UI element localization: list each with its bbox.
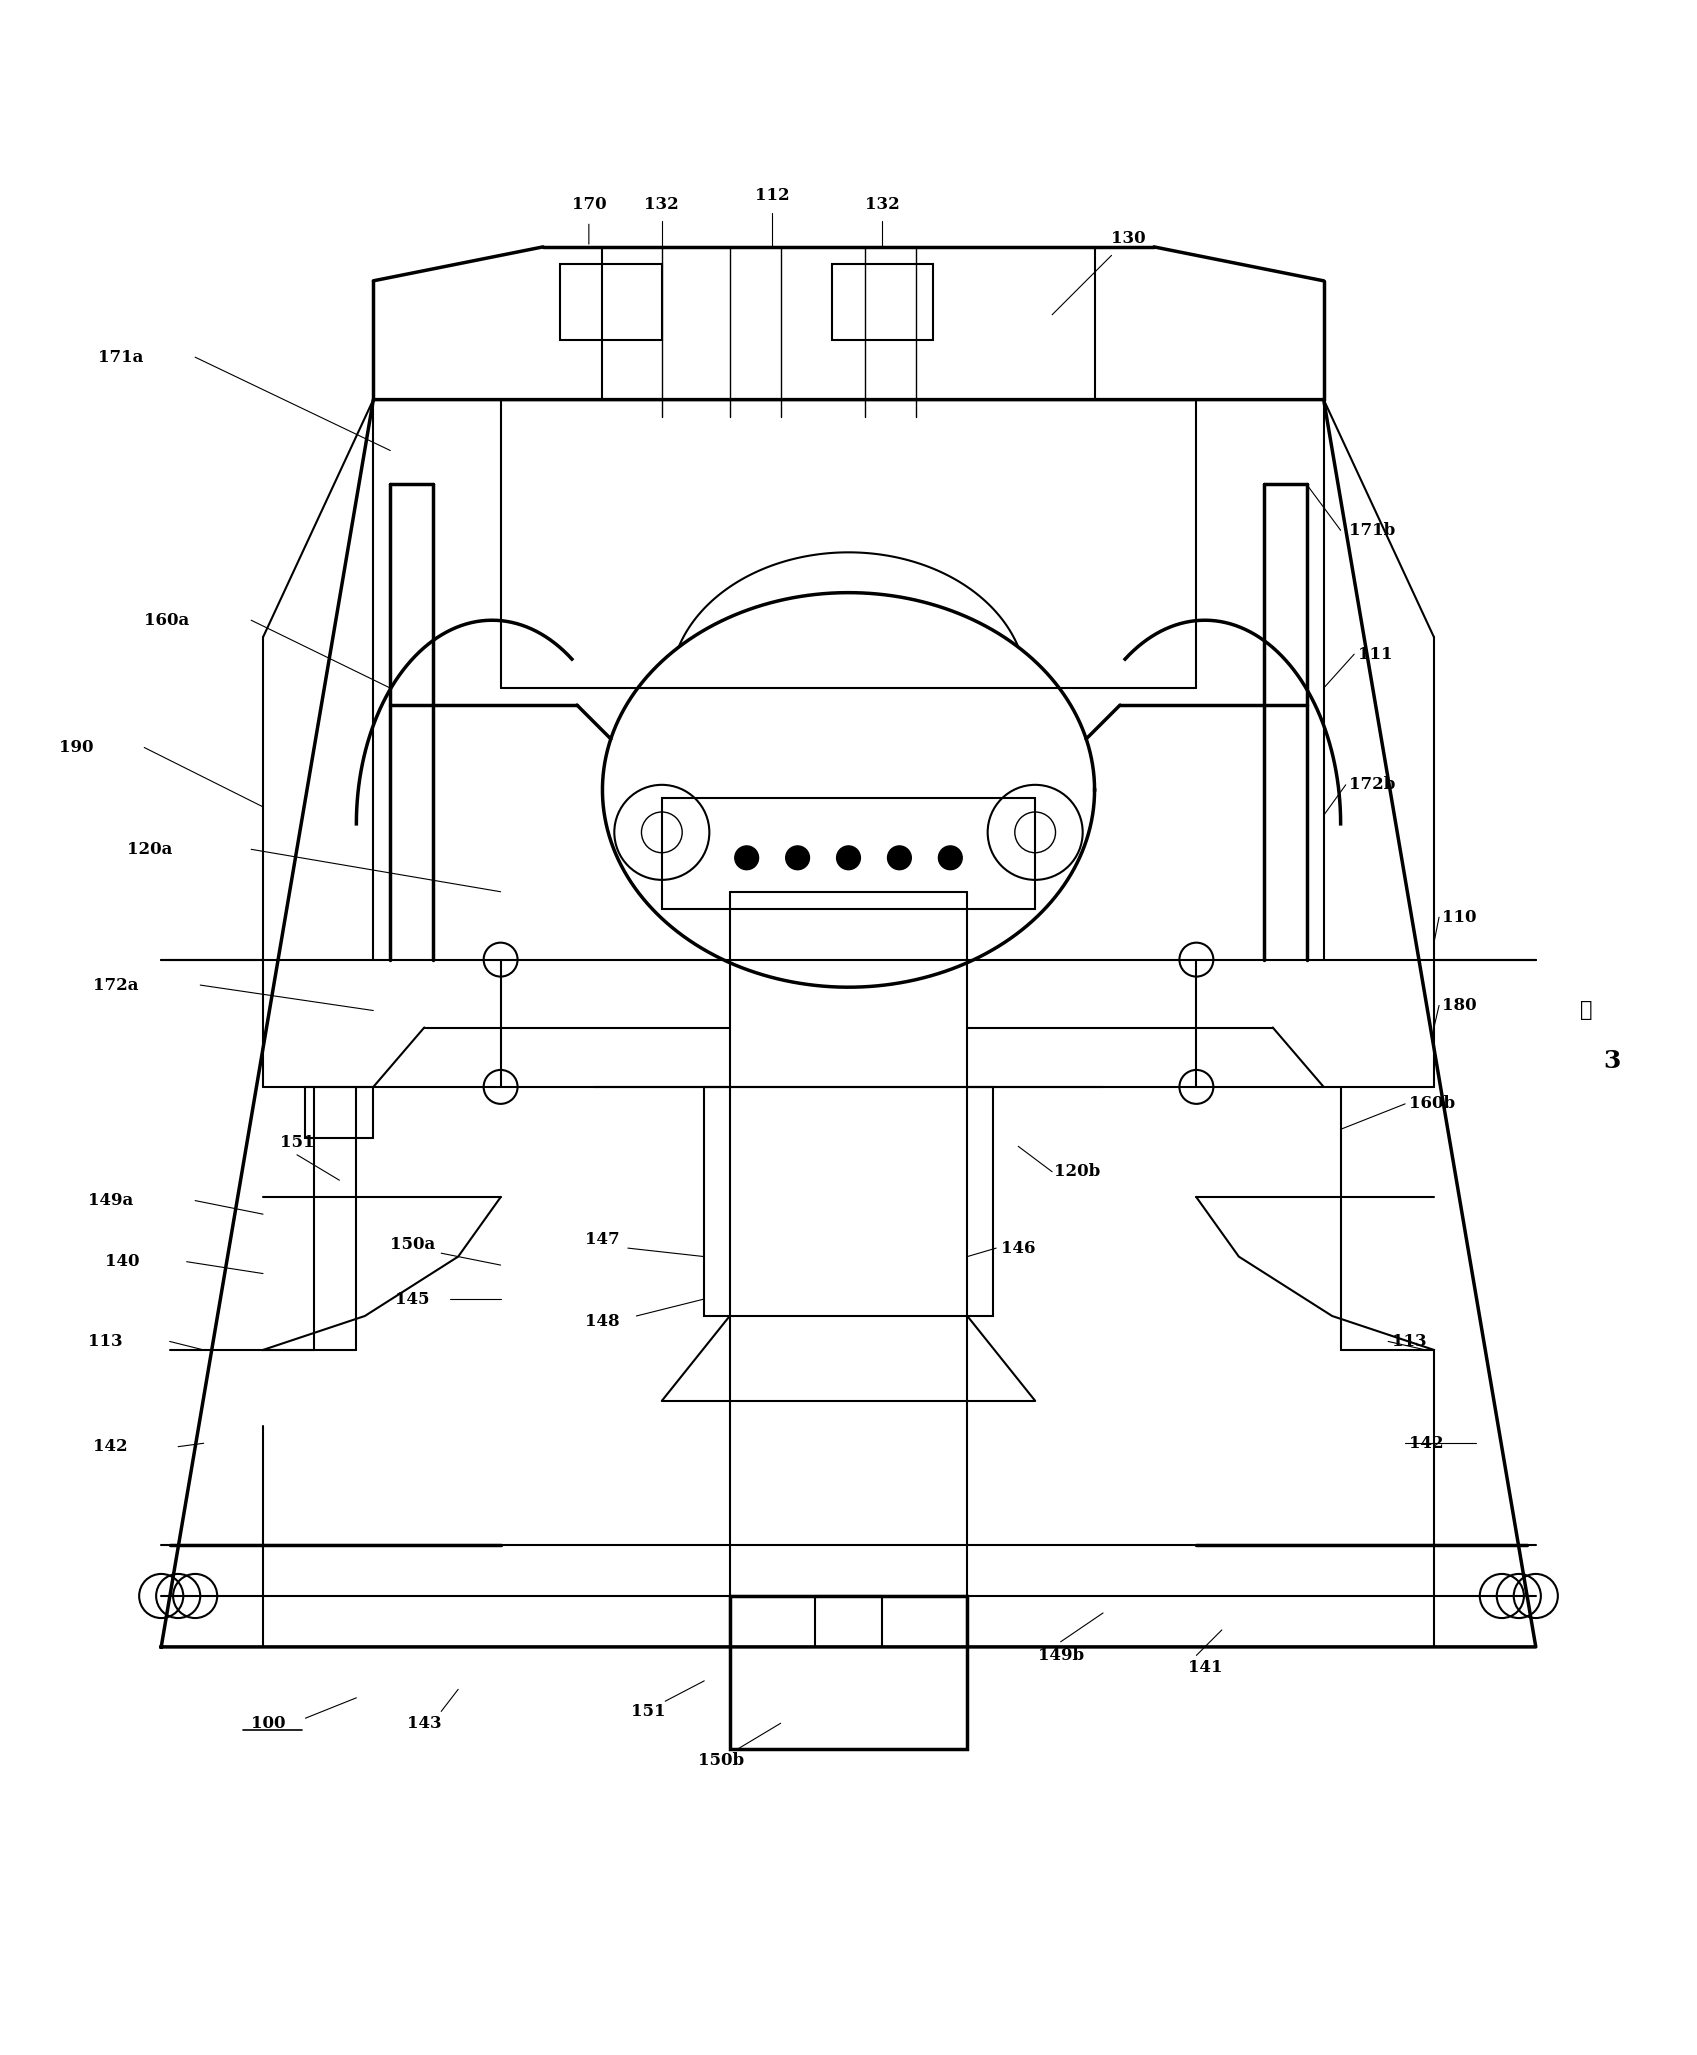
Text: 140: 140: [105, 1254, 139, 1270]
Bar: [305, 1087, 373, 1138]
Text: 149b: 149b: [1037, 1646, 1084, 1665]
Text: 145: 145: [395, 1291, 429, 1307]
Circle shape: [1179, 1071, 1213, 1104]
Text: 148: 148: [585, 1313, 619, 1330]
Text: 151: 151: [280, 1134, 314, 1151]
Bar: [730, 1597, 967, 1749]
Text: 190: 190: [59, 740, 93, 756]
Circle shape: [786, 847, 809, 869]
Text: 151: 151: [631, 1704, 665, 1720]
Text: 147: 147: [585, 1231, 619, 1247]
Text: 132: 132: [865, 195, 899, 214]
Circle shape: [484, 943, 518, 976]
Bar: [832, 263, 933, 341]
Text: 160a: 160a: [144, 612, 190, 629]
Text: 150b: 150b: [697, 1753, 745, 1769]
Text: 180: 180: [1442, 997, 1476, 1013]
Circle shape: [484, 1071, 518, 1104]
Text: 113: 113: [1392, 1334, 1425, 1350]
Text: 143: 143: [407, 1714, 441, 1732]
Text: 172b: 172b: [1349, 777, 1395, 793]
Text: 150a: 150a: [390, 1237, 434, 1254]
Text: 120b: 120b: [1054, 1163, 1101, 1180]
Circle shape: [735, 847, 759, 869]
Text: 171a: 171a: [98, 349, 144, 366]
Text: 130: 130: [1112, 230, 1145, 247]
Circle shape: [837, 847, 860, 869]
Text: 111: 111: [1358, 645, 1392, 662]
Text: 120a: 120a: [127, 840, 173, 857]
Circle shape: [938, 847, 962, 869]
Text: 113: 113: [88, 1334, 122, 1350]
Text: 146: 146: [1001, 1239, 1035, 1256]
Bar: [662, 799, 1035, 908]
Text: 132: 132: [645, 195, 679, 214]
Circle shape: [1179, 943, 1213, 976]
Text: 172a: 172a: [93, 976, 139, 993]
Bar: [560, 263, 662, 341]
Text: 112: 112: [755, 187, 789, 203]
Text: 149a: 149a: [88, 1192, 134, 1208]
Text: 141: 141: [1188, 1658, 1222, 1675]
Text: 160b: 160b: [1409, 1095, 1454, 1112]
Text: 100: 100: [251, 1714, 285, 1732]
Text: 110: 110: [1442, 908, 1476, 925]
Text: 图: 图: [1580, 1001, 1593, 1019]
Text: 142: 142: [93, 1438, 127, 1455]
Circle shape: [888, 847, 911, 869]
Text: 171b: 171b: [1349, 522, 1395, 538]
Text: 3: 3: [1604, 1050, 1621, 1073]
Text: 142: 142: [1409, 1434, 1442, 1451]
Text: 170: 170: [572, 195, 606, 214]
Bar: [704, 1087, 993, 1315]
